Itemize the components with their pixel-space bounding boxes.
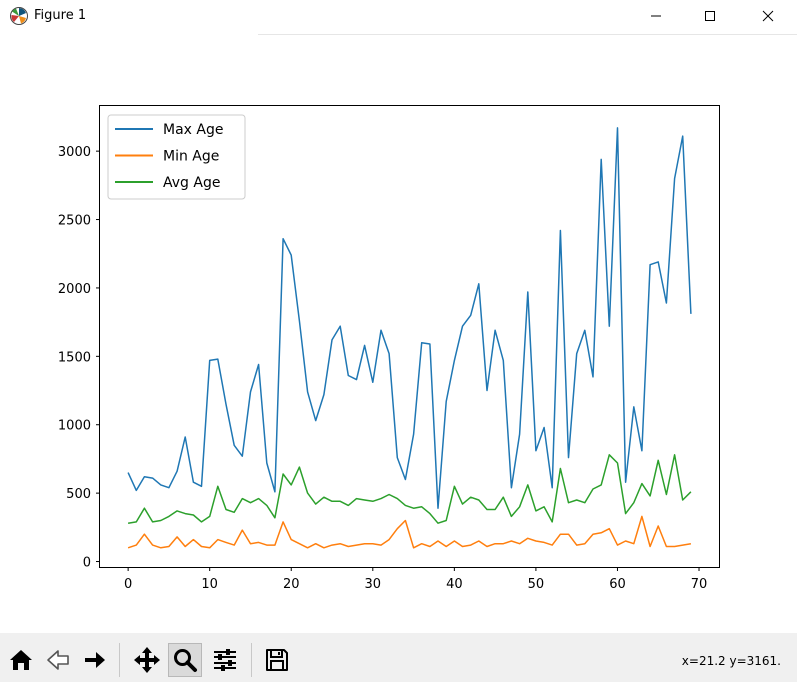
y-tick-label: 2000 <box>58 282 91 297</box>
back-button[interactable] <box>41 643 75 677</box>
cursor-coordinates: x=21.2 y=3161. <box>681 654 781 668</box>
x-tick-label: 40 <box>446 577 463 592</box>
forward-arrow-icon <box>85 652 105 668</box>
configure-subplots-button[interactable] <box>208 643 242 677</box>
maximize-button[interactable] <box>687 0 733 32</box>
y-tick-label: 1500 <box>58 350 91 365</box>
legend-box <box>107 114 246 200</box>
y-tick-label: 500 <box>66 487 91 502</box>
x-tick-label: 50 <box>528 577 545 592</box>
x-axis: 0 10 20 30 40 50 60 70 <box>124 567 707 592</box>
minimize-button[interactable] <box>633 0 679 32</box>
toolbar-separator <box>119 643 120 677</box>
pan-button[interactable] <box>130 643 164 677</box>
series-line-max-age <box>127 127 692 509</box>
x-tick-label: 60 <box>609 577 626 592</box>
legend-entry: Min Age <box>163 149 219 165</box>
series-line-min-age <box>127 515 692 549</box>
x-tick-label: 0 <box>124 577 132 592</box>
maximize-icon <box>705 11 715 21</box>
y-tick-label: 0 <box>83 556 91 571</box>
close-icon <box>762 10 774 22</box>
window-titlebar: Figure 1 <box>0 0 797 34</box>
x-tick-label: 20 <box>283 577 300 592</box>
back-arrow-icon <box>47 650 69 670</box>
y-tick-label: 1000 <box>58 419 91 434</box>
home-button[interactable] <box>4 643 38 677</box>
plot-area-frame <box>99 105 720 568</box>
toolbar-separator <box>251 643 252 677</box>
zoom-button[interactable] <box>168 643 202 677</box>
legend-entry: Avg Age <box>163 175 220 191</box>
x-tick-label: 30 <box>365 577 382 592</box>
sliders-icon <box>214 649 236 671</box>
y-tick-label: 2500 <box>58 214 91 229</box>
titlebar-divider <box>258 34 797 35</box>
x-tick-label: 10 <box>201 577 218 592</box>
close-button[interactable] <box>745 0 791 32</box>
y-axis: 0 500 1000 1500 2000 2500 3000 <box>58 145 100 571</box>
save-button[interactable] <box>260 643 294 677</box>
window-title: Figure 1 <box>34 8 87 23</box>
legend: Max Age Min Age Avg Age <box>107 114 246 200</box>
series-layer <box>127 127 692 549</box>
floppy-disk-icon <box>266 649 288 671</box>
home-icon <box>10 650 32 670</box>
y-tick-label: 3000 <box>58 145 91 160</box>
legend-entry: Max Age <box>163 122 223 138</box>
line-chart[interactable]: 0 10 20 30 40 50 60 70 0 500 1000 1500 2000 2500 3000… <box>0 35 797 633</box>
magnifier-icon <box>174 649 197 672</box>
minimize-icon <box>651 15 661 17</box>
move-icon <box>134 647 160 673</box>
series-line-avg-age <box>127 454 692 524</box>
forward-button[interactable] <box>78 643 112 677</box>
x-tick-label: 70 <box>691 577 708 592</box>
navigation-toolbar: x=21.2 y=3161. <box>0 633 797 682</box>
matplotlib-icon <box>10 7 28 25</box>
